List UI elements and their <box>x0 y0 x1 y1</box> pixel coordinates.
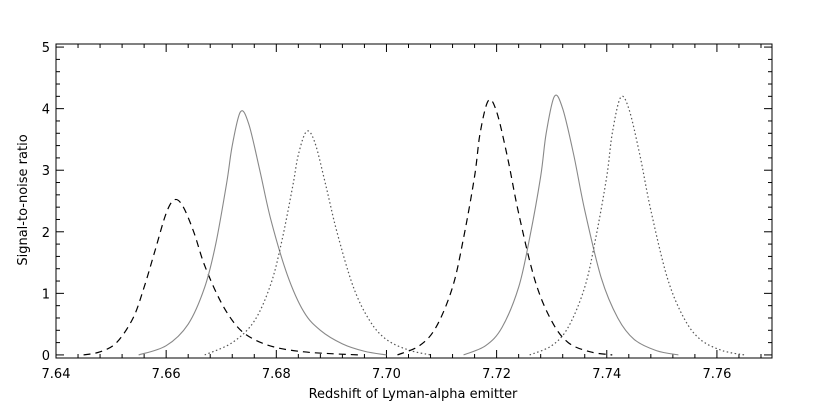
series-line-5 <box>463 94 679 356</box>
y-tick-label: 0 <box>42 349 50 364</box>
series-line-4 <box>397 98 613 356</box>
y-axis-label: Signal-to-noise ratio <box>16 134 31 265</box>
plot-frame <box>55 43 773 359</box>
y-tick-label: 2 <box>42 226 50 241</box>
series-line-1 <box>83 198 359 356</box>
x-axis: 7.64 7.66 7.68 7.70 7.72 7.74 7.76 <box>42 44 762 382</box>
series-line-2 <box>138 110 387 356</box>
x-tick-label: 7.68 <box>262 367 291 382</box>
x-tick-label: 7.70 <box>372 367 401 382</box>
y-axis: 0 1 2 3 4 5 <box>42 41 772 364</box>
x-tick-label: 7.72 <box>482 367 511 382</box>
x-tick-label: 7.74 <box>592 367 621 382</box>
plot-frame <box>55 43 773 359</box>
y-tick-label: 3 <box>42 164 50 179</box>
y-tick-label: 1 <box>42 287 50 302</box>
series-line-3 <box>204 130 431 356</box>
y-tick-label: 4 <box>42 103 50 118</box>
y-tick-label: 5 <box>42 41 50 56</box>
series-line-6 <box>529 95 745 356</box>
series-group <box>83 94 745 356</box>
x-tick-label: 7.76 <box>702 367 731 382</box>
x-tick-label: 7.66 <box>152 367 181 382</box>
x-axis-label: Redshift of Lyman-alpha emitter <box>309 387 518 402</box>
x-tick-label: 7.64 <box>42 367 71 382</box>
